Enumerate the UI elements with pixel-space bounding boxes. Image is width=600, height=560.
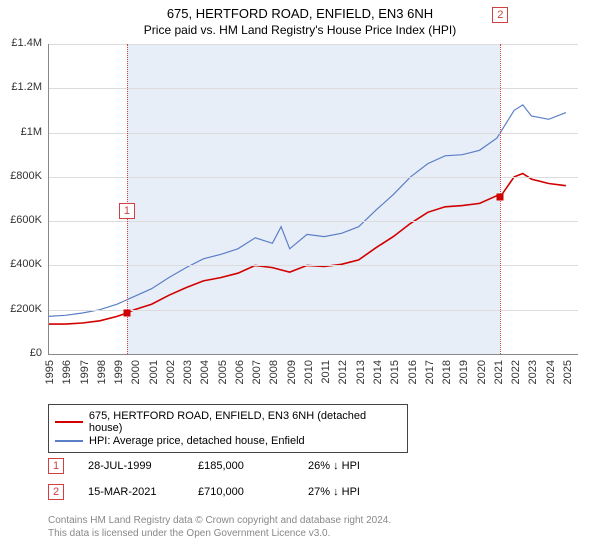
y-tick-label: £1.4M <box>0 37 42 49</box>
x-tick-label: 1999 <box>113 360 125 390</box>
marker-label-2: 2 <box>492 7 508 23</box>
x-tick-label: 2006 <box>234 360 246 390</box>
x-tick-label: 2016 <box>407 360 419 390</box>
x-tick-label: 2011 <box>320 360 332 390</box>
y-tick-label: £200K <box>0 303 42 315</box>
transaction-row-1: 1 28-JUL-1999 £185,000 26% ↓ HPI <box>48 458 418 474</box>
series-property <box>48 174 566 325</box>
footer-attribution: Contains HM Land Registry data © Crown c… <box>48 514 391 540</box>
x-tick-label: 2012 <box>337 360 349 390</box>
x-tick-label: 2002 <box>165 360 177 390</box>
x-tick-label: 2001 <box>148 360 160 390</box>
legend-row-hpi: HPI: Average price, detached house, Enfi… <box>55 435 401 447</box>
x-tick-label: 2025 <box>562 360 574 390</box>
y-tick-label: £400K <box>0 258 42 270</box>
marker-point-2 <box>497 193 504 200</box>
footer-line-1: Contains HM Land Registry data © Crown c… <box>48 514 391 527</box>
transaction-price-2: £710,000 <box>198 486 308 498</box>
x-tick-label: 2007 <box>251 360 263 390</box>
marker-label-1: 1 <box>119 203 135 219</box>
x-tick-label: 2003 <box>182 360 194 390</box>
x-tick-label: 2015 <box>389 360 401 390</box>
x-tick-label: 2009 <box>286 360 298 390</box>
marker-line-1 <box>127 44 128 354</box>
x-tick-label: 2024 <box>545 360 557 390</box>
plot-area: 12 <box>48 44 578 354</box>
x-tick-label: 1997 <box>79 360 91 390</box>
y-axis-line <box>48 44 49 354</box>
x-tick-label: 2020 <box>476 360 488 390</box>
x-tick-label: 2014 <box>372 360 384 390</box>
transaction-marker-2: 2 <box>48 484 64 500</box>
title-address: 675, HERTFORD ROAD, ENFIELD, EN3 6NH <box>0 0 600 21</box>
x-tick-label: 2021 <box>493 360 505 390</box>
chart-container: 675, HERTFORD ROAD, ENFIELD, EN3 6NH Pri… <box>0 0 600 560</box>
x-tick-label: 2017 <box>424 360 436 390</box>
y-tick-label: £0 <box>0 347 42 359</box>
transaction-marker-1: 1 <box>48 458 64 474</box>
x-tick-label: 2008 <box>268 360 280 390</box>
x-tick-label: 2023 <box>527 360 539 390</box>
x-tick-label: 2010 <box>303 360 315 390</box>
x-tick-label: 2018 <box>441 360 453 390</box>
legend-swatch-property <box>55 421 83 423</box>
y-tick-label: £1.2M <box>0 81 42 93</box>
transaction-delta-1: 26% ↓ HPI <box>308 460 418 472</box>
y-tick-label: £1M <box>0 126 42 138</box>
legend-label-hpi: HPI: Average price, detached house, Enfi… <box>89 435 305 447</box>
x-axis-line <box>48 354 578 355</box>
legend-box: 675, HERTFORD ROAD, ENFIELD, EN3 6NH (de… <box>48 404 408 453</box>
title-subtitle: Price paid vs. HM Land Registry's House … <box>0 21 600 41</box>
transaction-date-2: 15-MAR-2021 <box>88 486 198 498</box>
footer-line-2: This data is licensed under the Open Gov… <box>48 527 391 540</box>
legend-row-property: 675, HERTFORD ROAD, ENFIELD, EN3 6NH (de… <box>55 410 401 434</box>
x-tick-label: 1998 <box>96 360 108 390</box>
x-tick-label: 2004 <box>199 360 211 390</box>
legend-swatch-hpi <box>55 440 83 442</box>
x-tick-label: 1996 <box>61 360 73 390</box>
marker-point-1 <box>123 310 130 317</box>
y-tick-label: £800K <box>0 170 42 182</box>
x-tick-label: 2005 <box>217 360 229 390</box>
transaction-row-2: 2 15-MAR-2021 £710,000 27% ↓ HPI <box>48 484 418 500</box>
y-tick-label: £600K <box>0 214 42 226</box>
x-tick-label: 2013 <box>355 360 367 390</box>
x-tick-label: 1995 <box>44 360 56 390</box>
x-tick-label: 2019 <box>458 360 470 390</box>
legend-label-property: 675, HERTFORD ROAD, ENFIELD, EN3 6NH (de… <box>89 410 401 434</box>
transaction-delta-2: 27% ↓ HPI <box>308 486 418 498</box>
x-tick-label: 2022 <box>510 360 522 390</box>
transaction-price-1: £185,000 <box>198 460 308 472</box>
x-tick-label: 2000 <box>130 360 142 390</box>
transaction-date-1: 28-JUL-1999 <box>88 460 198 472</box>
